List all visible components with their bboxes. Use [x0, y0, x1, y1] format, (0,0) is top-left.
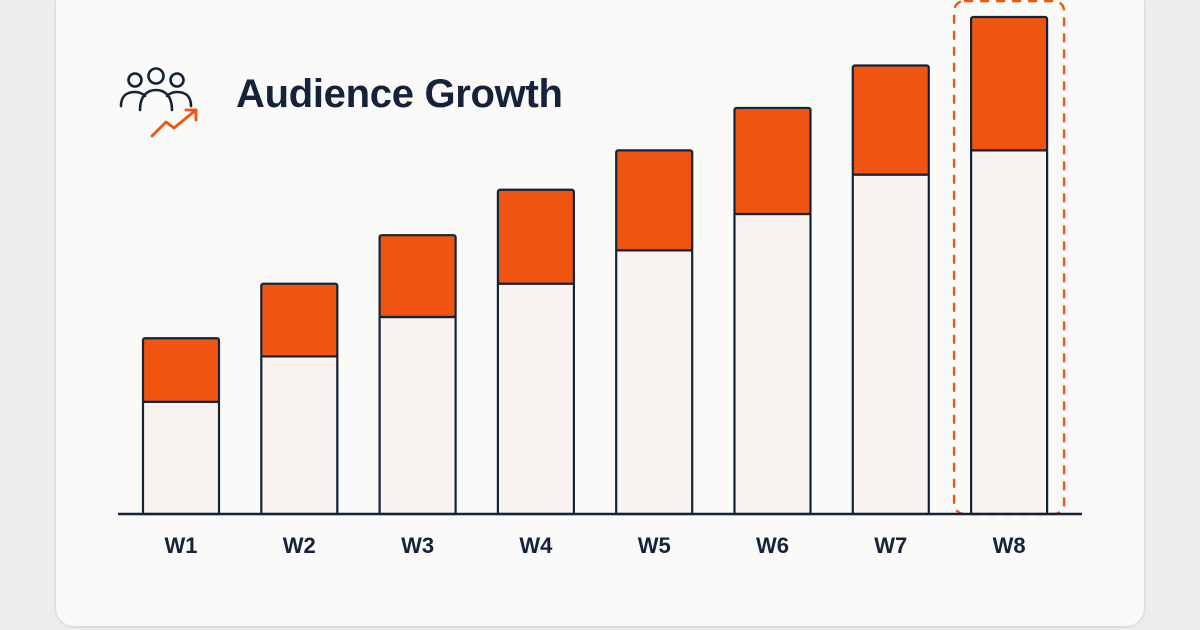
x-tick-label: W3	[401, 533, 434, 558]
bar-segment-base	[851, 173, 930, 516]
bar-w7	[851, 64, 930, 516]
bar-w4	[496, 188, 575, 516]
bar-segment-base	[969, 149, 1049, 516]
chart-card	[56, 0, 1144, 626]
x-tick-label: W6	[756, 533, 789, 558]
bar-segment-top	[851, 64, 930, 176]
chart-title: Audience Growth	[236, 72, 563, 116]
bar-segment-top	[733, 106, 812, 216]
bars-group	[141, 15, 1049, 516]
bar-segment-top	[260, 282, 339, 358]
bar-segment-base	[378, 315, 457, 516]
bar-w6	[733, 106, 812, 516]
bar-w8	[969, 15, 1049, 516]
bar-segment-base	[141, 400, 221, 516]
bar-w3	[378, 234, 457, 516]
bar-segment-base	[615, 249, 694, 516]
audience-growth-icon	[119, 67, 198, 138]
x-tick-label: W7	[874, 533, 907, 558]
bar-w2	[260, 282, 339, 516]
x-tick-label: W2	[283, 533, 316, 558]
x-tick-label: W8	[993, 533, 1026, 558]
bar-segment-base	[260, 355, 339, 516]
x-tick-label: W4	[519, 533, 553, 558]
bar-w5	[615, 149, 694, 516]
x-tick-label: W5	[638, 533, 671, 558]
bar-segment-top	[496, 188, 575, 285]
x-tick-labels: W1 W2 W3 W4 W5 W6 W7 W8	[165, 533, 1026, 558]
bar-segment-top	[141, 337, 221, 403]
bar-segment-base	[496, 282, 575, 516]
bar-segment-top	[615, 149, 694, 252]
x-tick-label: W1	[165, 533, 198, 558]
bar-w1	[141, 337, 221, 516]
bar-segment-top	[969, 15, 1049, 152]
bar-segment-base	[733, 212, 812, 516]
bar-segment-top	[378, 234, 457, 319]
